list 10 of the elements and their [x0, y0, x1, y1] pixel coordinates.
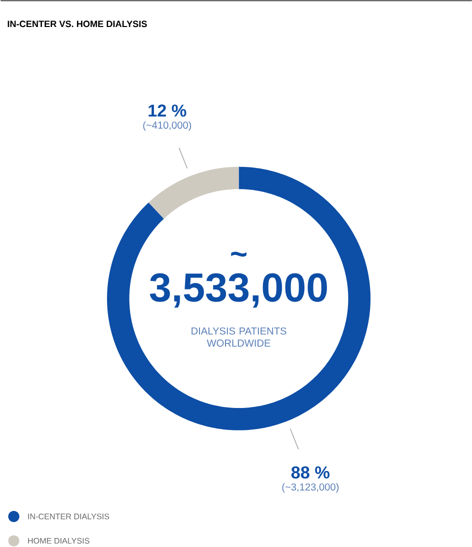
chart-title: IN-CENTER VS. HOME DIALYSIS — [8, 20, 147, 28]
text: (~3,123,000) — [282, 483, 338, 493]
text: DIALYSIS PATIENTS WORLDWIDE — [191, 327, 286, 347]
legend-label: IN-CENTER DIALYSIS — [28, 514, 109, 520]
text: (~410,000) — [142, 121, 191, 131]
text: ~ — [230, 252, 246, 257]
legend-label: HOME DIALYSIS — [28, 538, 90, 544]
data-label: 88 % — [291, 466, 330, 479]
text: 3,533,000 — [150, 273, 327, 308]
data-label: 12 % — [148, 104, 186, 117]
